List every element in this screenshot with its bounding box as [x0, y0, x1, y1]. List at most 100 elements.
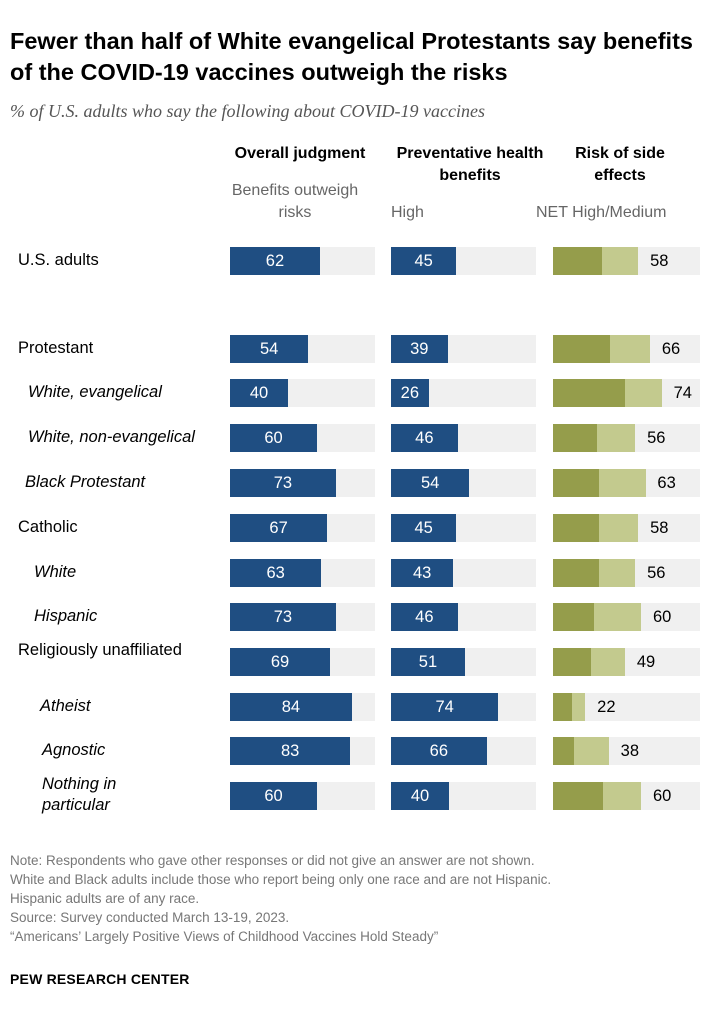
column-header-overall: Overall judgment	[234, 145, 366, 162]
column-header-risk: Risk of side effects	[575, 145, 665, 184]
bar-risk-medium	[598, 514, 639, 542]
bar-benefits_outweigh_risks	[230, 424, 317, 452]
bar-risk-medium	[591, 648, 626, 676]
row-label: White, evangelical	[28, 383, 162, 401]
bar-risk-high	[553, 247, 602, 275]
bar-preventative_high	[391, 559, 454, 587]
value-label: 22	[597, 698, 616, 716]
value-label: 83	[280, 742, 300, 760]
bar-benefits_outweigh_risks	[230, 693, 352, 721]
bar-risk-medium	[610, 335, 651, 363]
value-label: 58	[650, 252, 669, 270]
value-label: 38	[620, 742, 640, 760]
bar-risk-medium	[573, 737, 609, 765]
bar-preventative_high	[391, 335, 448, 363]
value-label: 39	[410, 340, 429, 358]
value-label: 56	[647, 429, 666, 447]
bar-preventative_high	[391, 648, 465, 676]
value-label: 84	[281, 698, 301, 716]
value-label: 46	[415, 608, 434, 626]
row-label: Atheist	[40, 697, 91, 715]
bar-preventative_high	[391, 782, 449, 810]
value-label: 66	[429, 742, 449, 760]
row-label: Catholic	[18, 518, 78, 536]
value-label: 60	[653, 787, 672, 805]
bar-risk-medium	[602, 782, 642, 810]
value-label: 66	[661, 340, 681, 358]
row-label: White	[34, 563, 77, 581]
bar-benefits_outweigh_risks	[230, 335, 309, 363]
row-label: Nothing in particular	[42, 775, 117, 814]
value-label: 51	[418, 653, 438, 671]
value-label: 58	[650, 519, 669, 537]
value-label: 67	[269, 519, 288, 537]
note-line: White and Black adults include those who…	[10, 872, 552, 887]
row-label: U.S. adults	[18, 251, 99, 269]
value-label: 60	[264, 429, 283, 447]
row-label: Religiously unaffiliated	[18, 641, 182, 659]
column-subheader-risk: NET High/Medium	[536, 204, 667, 221]
value-label: 60	[653, 608, 672, 626]
value-label: 54	[259, 340, 279, 358]
row-label: Protestant	[18, 339, 94, 357]
bar-risk-high	[553, 782, 603, 810]
bar-risk-medium	[598, 469, 646, 497]
bar-preventative_high	[391, 379, 429, 407]
value-label: 63	[266, 564, 285, 582]
bar-risk-medium	[625, 379, 662, 407]
bar-preventative_high	[391, 424, 458, 452]
value-label: 56	[647, 564, 666, 582]
value-label: 60	[264, 787, 283, 805]
source-line: Source: Survey conducted March 13-19, 20…	[10, 910, 290, 925]
chart-subtitle: % of U.S. adults who say the following a…	[10, 101, 485, 121]
bar-preventative_high	[391, 247, 457, 275]
bar-risk-high	[553, 648, 592, 676]
bar-risk-high	[553, 603, 595, 631]
value-label: 26	[400, 384, 420, 402]
value-label: 73	[273, 608, 293, 626]
report-title-line: “Americans’ Largely Positive Views of Ch…	[10, 929, 439, 944]
value-label: 69	[270, 653, 290, 671]
bar-benefits_outweigh_risks	[230, 247, 320, 275]
value-label: 62	[265, 252, 285, 270]
note-line: Note: Respondents who gave other respons…	[10, 853, 535, 868]
bar-benefits_outweigh_risks	[230, 379, 288, 407]
bar-benefits_outweigh_risks	[230, 559, 322, 587]
bar-risk-medium	[601, 247, 639, 275]
row-label: Agnostic	[42, 741, 106, 759]
bar-preventative_high	[391, 469, 470, 497]
bar-risk-medium	[598, 559, 636, 587]
value-label: 43	[412, 564, 432, 582]
bar-risk-high	[553, 737, 574, 765]
row-label: Hispanic	[34, 607, 98, 625]
value-label: 73	[273, 474, 293, 492]
value-label: 40	[249, 384, 269, 402]
value-label: 49	[636, 653, 656, 671]
brand-logo-text: PEW RESEARCH CENTER	[10, 971, 190, 987]
value-label: 45	[414, 519, 433, 537]
value-label: 74	[435, 698, 454, 716]
bar-risk-high	[553, 469, 599, 497]
bar-risk-high	[553, 693, 573, 721]
chart-title: Fewer than half of White evangelical Pro…	[10, 28, 693, 85]
bar-risk-high	[553, 514, 599, 542]
value-label: 63	[657, 474, 676, 492]
bar-preventative_high	[391, 693, 499, 721]
bar-benefits_outweigh_risks	[230, 737, 351, 765]
value-label: 54	[420, 474, 440, 492]
value-label: 74	[673, 384, 692, 402]
value-label: 40	[410, 787, 430, 805]
bar-risk-medium	[597, 424, 636, 452]
bar-risk-high	[553, 379, 626, 407]
column-header-preventative: Preventative health benefits	[396, 145, 544, 184]
bar-benefits_outweigh_risks	[230, 782, 317, 810]
bar-risk-high	[553, 424, 598, 452]
bar-preventative_high	[391, 737, 487, 765]
notes: Note: Respondents who gave other respons…	[10, 851, 551, 946]
bar-benefits_outweigh_risks	[230, 603, 336, 631]
bar-risk-high	[553, 559, 599, 587]
bar-risk-medium	[594, 603, 642, 631]
row-label: Black Protestant	[25, 473, 146, 491]
note-line: Hispanic adults are of any race.	[10, 891, 200, 906]
